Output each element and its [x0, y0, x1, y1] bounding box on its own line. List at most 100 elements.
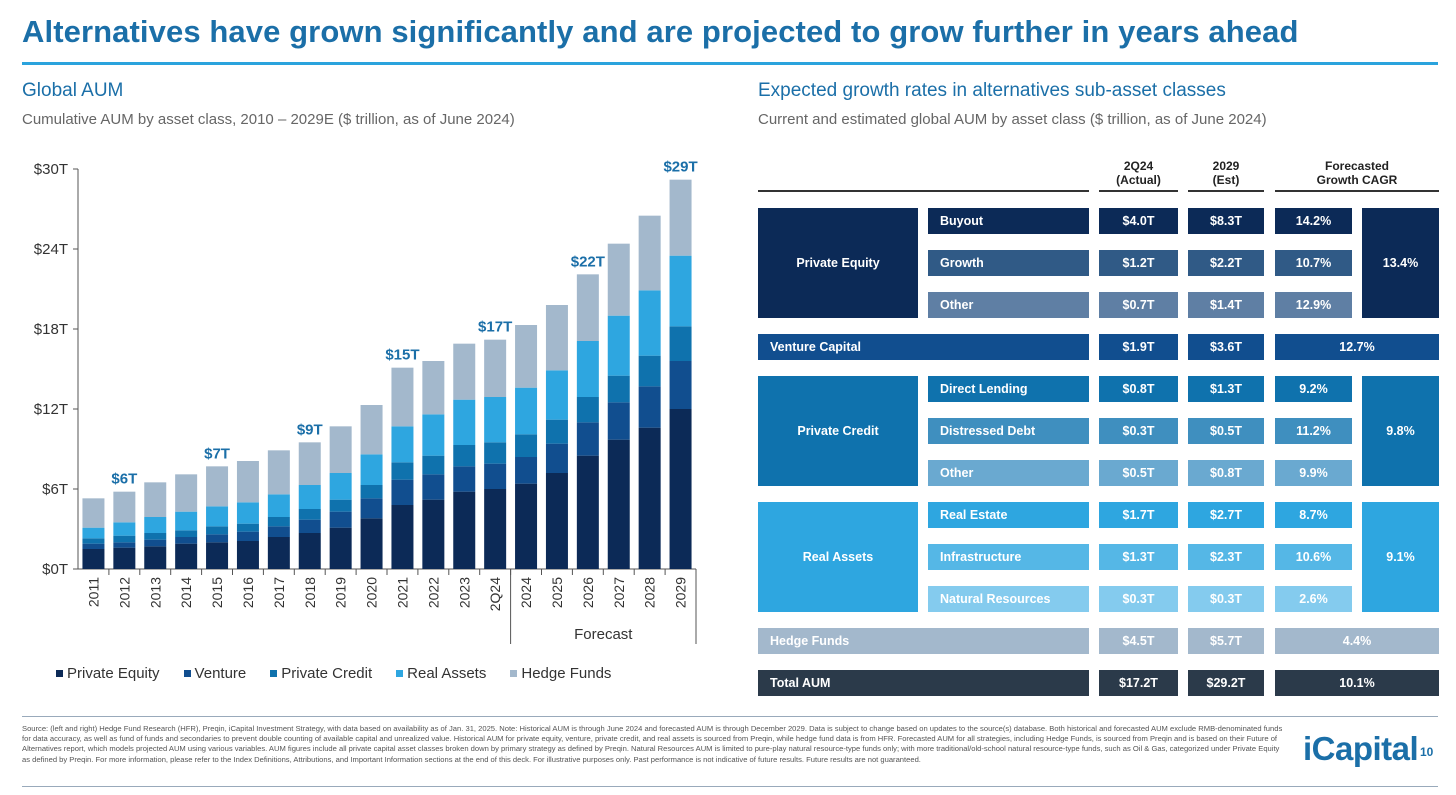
- estimate-value: $2.7T: [1188, 502, 1264, 528]
- legend-swatch: [396, 670, 404, 677]
- bar-segment-private-equity: [113, 547, 136, 569]
- subclass-label: Growth: [928, 250, 1089, 276]
- actual-value: $1.7T: [1099, 502, 1178, 528]
- source-footnote: Source: (left and right) Hedge Fund Rese…: [22, 724, 1283, 764]
- bar-segment-venture: [607, 402, 630, 440]
- legend-swatch: [510, 670, 518, 677]
- x-tick-label: 2014: [178, 577, 194, 608]
- cagr-value: 12.7%: [1275, 334, 1439, 360]
- bar-segment-private-credit: [329, 499, 352, 512]
- bar-segment-venture: [638, 386, 661, 428]
- bar-segment-hedge-funds: [329, 426, 352, 473]
- left-section-subtitle: Cumulative AUM by asset class, 2010 – 20…: [22, 111, 515, 128]
- bar-segment-venture: [298, 519, 321, 533]
- subclass-label: Other: [928, 460, 1089, 486]
- legend-label: Venture: [194, 665, 247, 682]
- bar-segment-real-assets: [422, 414, 445, 456]
- x-tick-label: 2015: [209, 577, 225, 608]
- bar-segment-venture: [576, 422, 599, 456]
- bar-segment-private-credit: [484, 442, 507, 464]
- bar-segment-private-equity: [329, 527, 352, 569]
- data-label: $6T: [111, 471, 137, 488]
- actual-value: $4.0T: [1099, 208, 1178, 234]
- bar-segment-real-assets: [515, 387, 538, 435]
- estimate-value: $0.5T: [1188, 418, 1264, 444]
- actual-value: $0.7T: [1099, 292, 1178, 318]
- cagr-value: 10.6%: [1275, 544, 1352, 570]
- bar-segment-venture: [453, 466, 476, 492]
- bar-segment-private-credit: [175, 530, 198, 537]
- bar-segment-venture: [545, 443, 568, 473]
- cagr-value: 10.7%: [1275, 250, 1352, 276]
- header-rule: [1099, 190, 1178, 192]
- bar-segment-venture: [206, 534, 229, 543]
- subclass-label: Other: [928, 292, 1089, 318]
- header-cagr-line: Forecasted: [1324, 159, 1390, 173]
- subclass-label: Distressed Debt: [928, 418, 1089, 444]
- footer-divider-bottom: [22, 786, 1438, 787]
- bar-segment-real-assets: [298, 485, 321, 509]
- x-tick-label: 2021: [394, 577, 410, 608]
- x-tick-label: 2019: [333, 577, 349, 608]
- header-rule: [758, 190, 1089, 192]
- cagr-value: 12.9%: [1275, 292, 1352, 318]
- bar-segment-venture: [175, 537, 198, 544]
- x-tick-label: 2018: [302, 577, 318, 608]
- bar-segment-venture: [422, 474, 445, 500]
- bar-segment-private-equity: [236, 541, 259, 569]
- bar-segment-hedge-funds: [607, 243, 630, 316]
- bar-segment-private-credit: [453, 445, 476, 467]
- bar-segment-hedge-funds: [298, 442, 321, 485]
- bar-segment-venture: [236, 531, 259, 541]
- actual-value: $17.2T: [1099, 670, 1178, 696]
- actual-value: $1.2T: [1099, 250, 1178, 276]
- bar-segment-real-assets: [329, 473, 352, 500]
- bar-segment-real-assets: [669, 255, 692, 327]
- bar-segment-hedge-funds: [113, 491, 136, 523]
- data-label: $17T: [478, 319, 512, 336]
- bar-segment-private-credit: [422, 455, 445, 475]
- legend-swatch: [270, 670, 278, 677]
- icapital-logo: iCapital: [1303, 730, 1419, 767]
- row-hedge-funds: Hedge Funds: [758, 628, 1089, 654]
- y-tick-label: $12T: [34, 401, 68, 418]
- stacked-bar-chart: $0T $6T $12T $18T $24T $30T 2011 2012 2013 2014 20…: [34, 159, 698, 644]
- legend-item: Hedge Funds: [510, 665, 611, 682]
- bar-segment-private-equity: [453, 491, 476, 569]
- bar-segment-real-assets: [453, 399, 476, 445]
- data-label: $15T: [385, 347, 419, 364]
- bar-segment-private-equity: [391, 505, 414, 569]
- x-tick-label: 2028: [642, 577, 658, 608]
- bar-segment-private-credit: [576, 397, 599, 423]
- bar-segment-private-equity: [576, 455, 599, 569]
- x-tick-label: 2022: [425, 577, 441, 608]
- bar-segment-hedge-funds: [422, 361, 445, 415]
- group-real-assets: Real Assets: [758, 502, 918, 612]
- bar-segment-venture: [360, 498, 383, 519]
- x-tick-label: 2013: [147, 577, 163, 608]
- bar-segment-private-credit: [144, 533, 167, 540]
- estimate-value: $5.7T: [1188, 628, 1264, 654]
- bar-segment-real-assets: [82, 527, 105, 539]
- bar-segment-private-credit: [236, 523, 259, 532]
- header-rule: [1275, 190, 1439, 192]
- legend-label: Real Assets: [407, 665, 487, 682]
- estimate-value: $0.8T: [1188, 460, 1264, 486]
- bar-segment-private-credit: [267, 517, 290, 527]
- bar-segment-private-credit: [206, 526, 229, 535]
- x-tick-label: 2029: [673, 577, 689, 608]
- cagr-value: 4.4%: [1275, 628, 1439, 654]
- legend-label: Private Credit: [281, 665, 373, 682]
- bar-segment-hedge-funds: [360, 405, 383, 455]
- bar-segment-real-assets: [267, 494, 290, 517]
- header-cagr: Forecasted Growth CAGR: [1275, 159, 1439, 187]
- bar-segment-private-credit: [298, 509, 321, 520]
- cagr-value: 11.2%: [1275, 418, 1352, 444]
- bar-segment-venture: [113, 542, 136, 548]
- bar-segment-venture: [391, 479, 414, 505]
- bar-segment-private-credit: [545, 419, 568, 444]
- bar-segment-real-assets: [206, 506, 229, 527]
- bar-segment-private-credit: [360, 485, 383, 499]
- bar-segment-private-equity: [206, 542, 229, 569]
- actual-value: $0.8T: [1099, 376, 1178, 402]
